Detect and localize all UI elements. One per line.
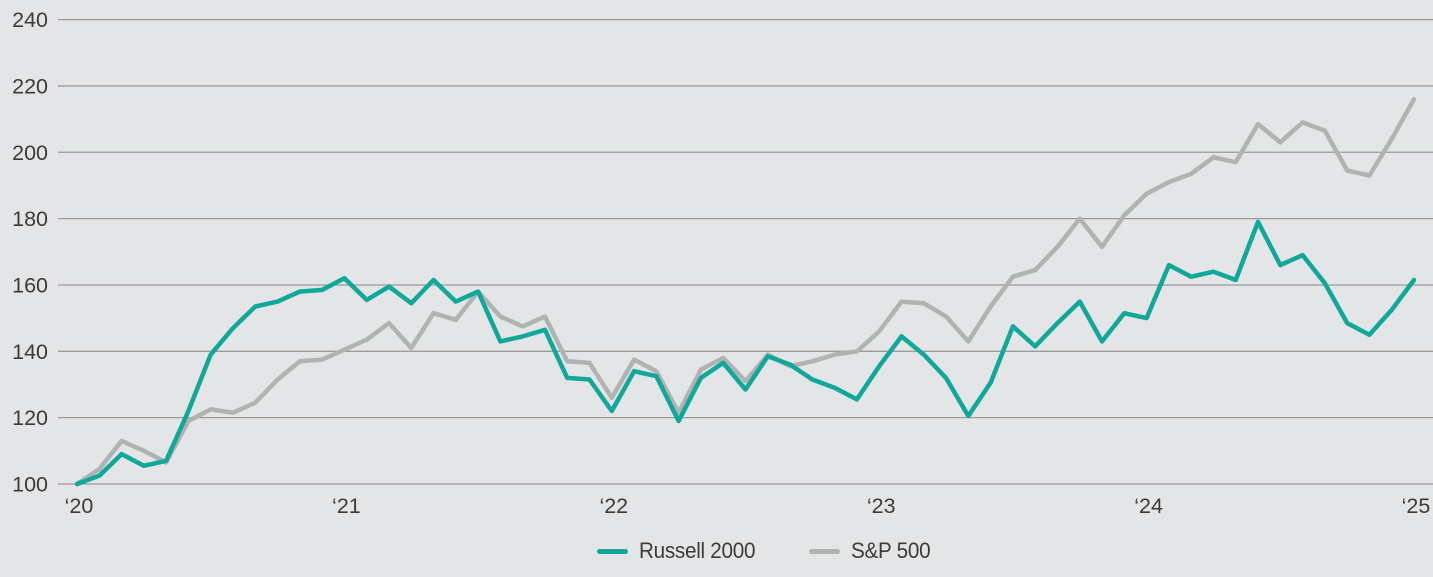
series-line-russell-2000 (74, 219, 1417, 487)
x-tick-label: ‘24 (1134, 494, 1163, 518)
legend-label-sp-500: S&P 500 (850, 538, 931, 563)
x-tick-label: ‘23 (867, 494, 896, 518)
y-axis-labels: 100 120 140 160 180 200 220 240 (12, 8, 48, 496)
sp-500-line-swatch-icon (808, 548, 840, 554)
chart-legend: Russell 2000 S&P 500 (597, 540, 935, 562)
x-tick-label: ‘22 (599, 494, 628, 518)
series-line-s-p-500 (74, 96, 1417, 487)
x-axis-labels: ‘20 ‘21 ‘22 ‘23 ‘24 ‘25 (65, 494, 1431, 518)
x-tick-label: ‘25 (1402, 494, 1431, 518)
y-tick-label: 140 (12, 340, 48, 364)
y-tick-label: 160 (12, 273, 48, 297)
legend-item-sp-500: S&P 500 (808, 538, 935, 563)
y-tick-label: 120 (12, 406, 48, 430)
y-tick-label: 180 (12, 207, 48, 231)
x-tick-label: ‘21 (332, 494, 361, 518)
gridlines (58, 18, 1433, 485)
y-tick-label: 200 (12, 141, 48, 165)
legend-label-russell-2000: Russell 2000 (639, 538, 756, 563)
legend-item-russell-2000: Russell 2000 (597, 540, 763, 562)
y-tick-label: 240 (12, 8, 48, 32)
russell-2000-line-swatch-icon (597, 548, 628, 554)
x-tick-label: ‘20 (65, 494, 94, 518)
y-tick-label: 100 (12, 473, 48, 497)
y-tick-label: 220 (12, 74, 48, 98)
